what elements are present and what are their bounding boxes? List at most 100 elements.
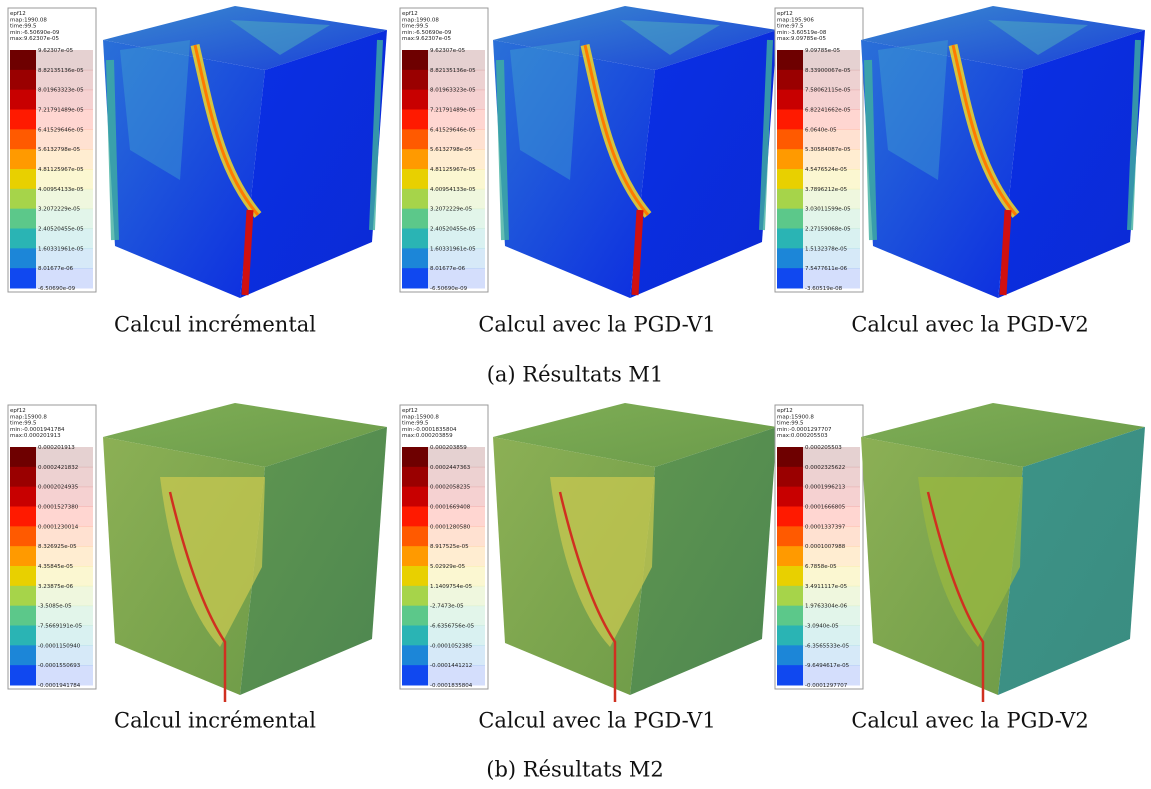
legend-band: [10, 188, 36, 210]
legend-band-shade: [803, 506, 860, 527]
panel-caption: Calcul incrémental: [114, 313, 316, 337]
cube-left: [861, 40, 1023, 298]
field-patch: [230, 20, 330, 55]
legend-band: [10, 208, 36, 229]
field-edge: [926, 491, 985, 702]
legend-band: [402, 169, 428, 190]
legend-band: [10, 526, 36, 547]
legend-band-shade: [803, 228, 860, 249]
legend-header: time:99.5: [10, 421, 37, 427]
legend-label: -0.0001150940: [38, 643, 81, 649]
legend-label: 8.01677e-06: [38, 266, 74, 272]
legend-band: [10, 129, 36, 150]
panel-caption: Calcul incrémental: [114, 709, 316, 733]
legend-label: 3.4911117e-05: [805, 584, 848, 590]
legend-header: min:-0.0001297707: [777, 427, 832, 433]
legend-header: map:15900.8: [10, 414, 47, 420]
legend-band-shade: [428, 69, 485, 91]
legend-band: [10, 605, 36, 626]
legend-band: [402, 268, 428, 289]
legend-label: 0.0002024935: [38, 485, 79, 491]
legend-band: [777, 605, 803, 626]
legend-label: 8.917525e-05: [430, 544, 469, 550]
legend-band-shade: [428, 466, 485, 488]
legend-label: -0.0001550693: [38, 663, 81, 669]
legend-label: 3.7896212e-05: [805, 187, 848, 193]
legend-label: 0.0002058235: [430, 485, 471, 491]
legend-header: map:15900.8: [402, 414, 439, 420]
legend-header: epf12: [402, 408, 418, 414]
legend-band-shade: [803, 585, 860, 607]
panel: epf12map:15900.8time:99.5min:-0.00012977…: [774, 403, 1145, 733]
legend-band-shade: [428, 169, 485, 190]
legend-band-shade: [803, 188, 860, 210]
legend-label: 0.0001669408: [430, 505, 471, 511]
field-band: [193, 44, 260, 216]
legend-band: [777, 228, 803, 249]
legend-band-shade: [428, 268, 485, 289]
legend-band: [402, 466, 428, 488]
legend-band-shade: [36, 625, 93, 646]
legend-band: [402, 188, 428, 210]
legend-header: epf12: [402, 11, 418, 17]
legend-band-shade: [36, 169, 93, 190]
legend-label: 3.03011599e-05: [805, 207, 851, 213]
legend-band: [777, 188, 803, 210]
legend-band-shade: [428, 645, 485, 666]
legend-band: [777, 447, 803, 468]
legend-band: [402, 228, 428, 249]
legend-band-shade: [36, 546, 93, 567]
legend-label: 4.00954133e-05: [430, 187, 476, 193]
legend-band: [10, 69, 36, 91]
legend-band-shade: [36, 208, 93, 229]
legend-label: 4.5476524e-05: [805, 167, 848, 173]
legend-band: [777, 89, 803, 110]
legend-header: map:1990.08: [10, 17, 47, 23]
legend-header: epf12: [10, 408, 26, 414]
legend-band-shade: [428, 625, 485, 646]
legend-band-shade: [36, 129, 93, 150]
legend-band-shade: [428, 585, 485, 607]
legend-band: [10, 109, 36, 130]
field-edge: [369, 39, 383, 231]
legend-label: -9.6494617e-05: [805, 663, 850, 669]
panel-caption: Calcul avec la PGD-V1: [478, 709, 715, 733]
legend-band-shade: [803, 665, 860, 686]
field-edge: [1127, 39, 1141, 231]
legend-header: max:0.000205503: [777, 433, 828, 439]
legend-label: 6.82241662e-05: [805, 108, 851, 114]
legend-band-shade: [803, 546, 860, 567]
panel-caption: Calcul avec la PGD-V2: [851, 313, 1088, 337]
panel: epf12map:1990.08time:99.5min:-6.50690e-0…: [7, 6, 387, 337]
legend-label: 3.2072229e-05: [430, 207, 473, 213]
legend-band: [10, 665, 36, 686]
legend-label: 5.02929e-05: [430, 564, 466, 570]
panel-caption: Calcul avec la PGD-V1: [478, 313, 715, 337]
field-edge: [999, 209, 1012, 296]
legend-band-shade: [36, 268, 93, 289]
legend-label: -0.0001441212: [430, 663, 472, 669]
legend-label: -3.0940e-05: [805, 624, 839, 630]
legend-header: min:-3.60519e-08: [777, 30, 827, 36]
field-patch: [120, 40, 190, 180]
legend-band-shade: [36, 50, 93, 71]
legend-label: 5.30584087e-05: [805, 147, 851, 153]
cube-render: [493, 403, 777, 702]
cube-right: [630, 427, 777, 695]
legend-band: [777, 506, 803, 527]
legend-label: 1.1409754e-05: [430, 584, 473, 590]
legend-band-shade: [803, 109, 860, 130]
legend-band: [777, 69, 803, 91]
legend-label: 3.23875e-06: [38, 584, 74, 590]
legend-band-shade: [36, 248, 93, 269]
legend-label: 4.00954133e-05: [38, 187, 84, 193]
color-legend: epf12map:15900.8time:99.5min:-0.00018358…: [399, 404, 489, 690]
legend-label: -6.50690e-09: [38, 286, 76, 292]
legend-band: [777, 546, 803, 567]
legend-band-shade: [803, 447, 860, 468]
legend-band-shade: [803, 268, 860, 289]
legend-label: 0.0002325622: [805, 465, 845, 471]
color-legend: epf12map:1990.08time:99.5min:-6.50690e-0…: [399, 7, 489, 293]
legend-band-shade: [36, 566, 93, 587]
legend-band: [402, 208, 428, 229]
